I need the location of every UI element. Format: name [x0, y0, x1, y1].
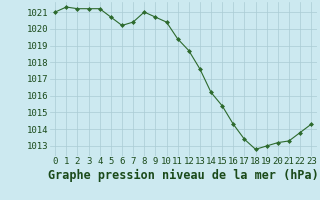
X-axis label: Graphe pression niveau de la mer (hPa): Graphe pression niveau de la mer (hPa) — [48, 169, 319, 182]
